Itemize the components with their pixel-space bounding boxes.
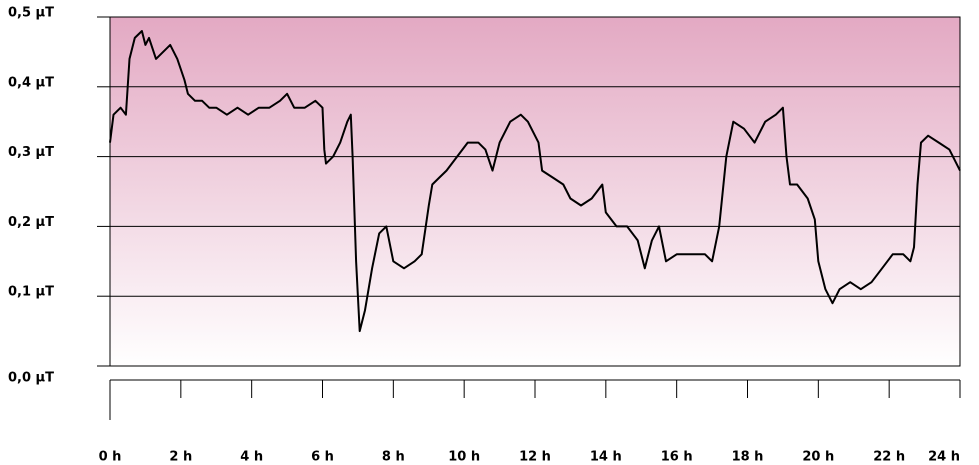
x-tick-label: 6 h xyxy=(311,450,334,465)
y-tick-label: 0,5 µT xyxy=(8,6,54,21)
x-tick-label: 12 h xyxy=(519,450,551,465)
x-tick-label: 0 h xyxy=(99,450,122,465)
y-tick-label: 0,3 µT xyxy=(8,145,54,160)
x-tick-label: 24 h xyxy=(928,450,960,465)
x-tick-label: 2 h xyxy=(169,450,192,465)
data-line xyxy=(109,30,961,333)
x-tick-label: 8 h xyxy=(382,450,405,465)
x-tick-label: 22 h xyxy=(873,450,905,465)
y-tick-label: 0,0 µT xyxy=(8,371,54,386)
y-tick-label: 0,1 µT xyxy=(8,285,54,300)
x-tick-label: 10 h xyxy=(448,450,480,465)
x-tick-label: 18 h xyxy=(732,450,764,465)
x-tick-label: 4 h xyxy=(240,450,263,465)
x-tick-label: 20 h xyxy=(802,450,834,465)
x-tick-label: 16 h xyxy=(661,450,693,465)
plot-area xyxy=(109,16,961,367)
x-tick-label: 14 h xyxy=(590,450,622,465)
y-tick-label: 0,2 µT xyxy=(8,215,54,230)
y-tick-label: 0,4 µT xyxy=(8,75,54,90)
